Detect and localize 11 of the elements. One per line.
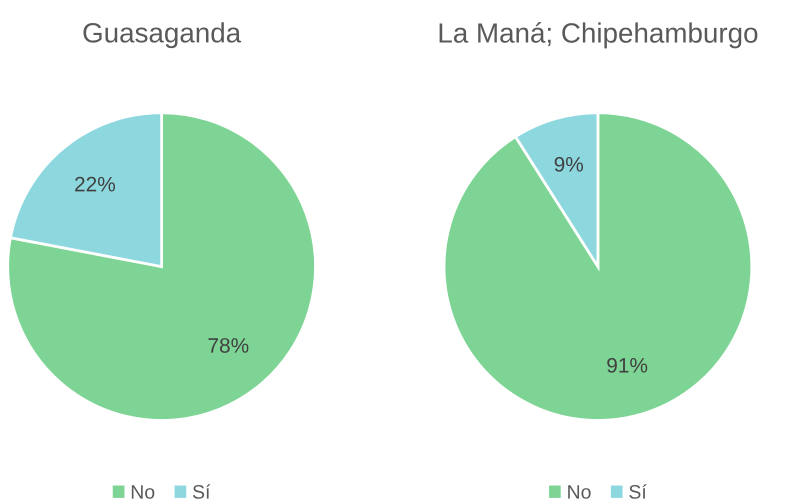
data-label: 78% — [208, 338, 248, 353]
chart-title: Guasaganda — [83, 22, 242, 48]
chart-title: La Maná; Chipehamburgo — [440, 22, 758, 48]
data-label: 22% — [75, 176, 115, 192]
legend-label: No — [132, 485, 154, 499]
legend-label: Sí — [629, 484, 647, 499]
data-label: 9% — [554, 156, 584, 172]
legend-label: Sí — [192, 484, 210, 499]
data-label: 91% — [607, 358, 648, 373]
pie-slice — [6, 111, 317, 422]
legend-label: No — [568, 485, 591, 499]
